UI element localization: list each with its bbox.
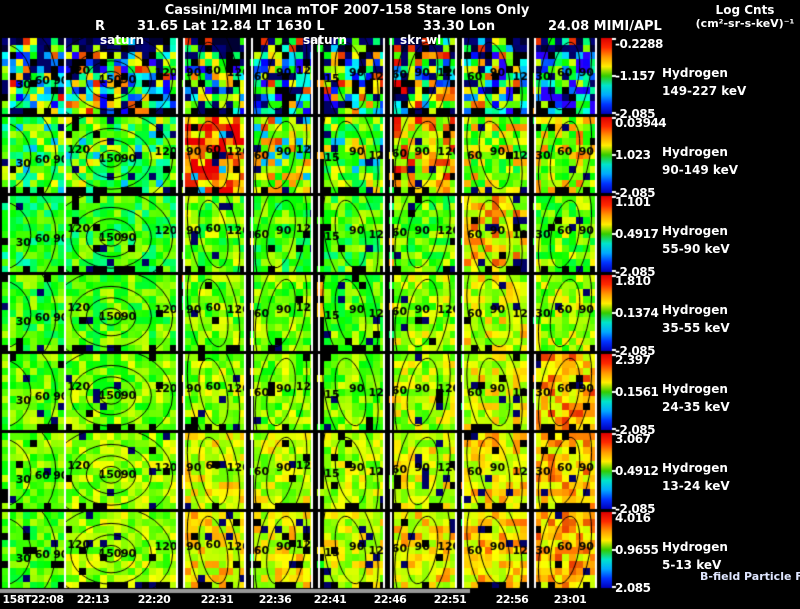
panel-species-label: Hydrogen <box>662 382 728 396</box>
panel-energy-label: 149-227 keV <box>662 84 747 98</box>
colorbar-tick-min: -2.085 <box>615 423 655 437</box>
colorbar-tick-min: -2.085 <box>615 344 655 358</box>
event-annotation: saturn <box>303 33 347 47</box>
colorbar-tick-min: -2.085 <box>615 265 655 279</box>
panel-species-label: Hydrogen <box>662 66 728 80</box>
event-annotation: saturn <box>100 33 144 47</box>
time-axis-label: 22:41 <box>313 593 347 606</box>
instrument-readout: 24.08 MIMI/APL <box>548 19 662 34</box>
colorbar-tick-min: 2.085 <box>615 581 651 595</box>
colorbar-tick-min: -2.085 <box>615 107 655 121</box>
page-title: Cassini/MIMI Inca mTOF 2007-158 Stare Io… <box>164 3 530 18</box>
panel-species-label: Hydrogen <box>662 145 728 159</box>
time-axis-label: 22:56 <box>495 593 529 606</box>
panel-energy-label: 24-35 keV <box>662 400 730 414</box>
panel-species-label: Hydrogen <box>662 224 728 238</box>
panel-energy-label: 5-13 keV <box>662 558 722 572</box>
panel-species-label: Hydrogen <box>662 303 728 317</box>
colorbar-tick-mid: 0.4917 <box>615 227 659 241</box>
bfield-flow-label: B-field Particle Flow <box>700 570 800 583</box>
colorbar-tick-mid: -1.157 <box>615 69 655 83</box>
colorbar-tick-min: -2.085 <box>615 186 655 200</box>
panel-energy-label: 90-149 keV <box>662 163 738 177</box>
colorbar-tick-mid: 0.1374 <box>615 306 659 320</box>
colorbar-tick-max: 4.016 <box>615 511 651 525</box>
time-axis-label: 22:36 <box>258 593 292 606</box>
time-axis-label: 22:13 <box>76 593 110 606</box>
r-coordinate-label: R <box>95 19 106 34</box>
colorbar-tick-max: -0.2288 <box>615 37 663 51</box>
time-axis-label: 22:51 <box>433 593 467 606</box>
time-axis-label: 158T22:08 <box>2 593 64 606</box>
time-axis-label: 22:20 <box>137 593 171 606</box>
colorbar-units: (cm²-sr-s-keV)⁻¹ <box>695 17 795 30</box>
colorbar-tick-max: 3.067 <box>615 432 651 446</box>
colorbar-tick-mid: 0.1561 <box>615 385 659 399</box>
panel-energy-label: 13-24 keV <box>662 479 730 493</box>
event-annotation: skr-wl <box>400 33 442 47</box>
lat-lt-l-readout: 31.65 Lat 12.84 LT 1630 L <box>137 19 325 34</box>
time-axis-label: 23:01 <box>553 593 587 606</box>
colorbar-tick-mid: 0.4912 <box>615 464 659 478</box>
colorbar-tick-max: 1.810 <box>615 274 651 288</box>
colorbar-tick-max: 1.101 <box>615 195 651 209</box>
colorbar-tick-mid: 1.023 <box>615 148 651 162</box>
panel-energy-label: 35-55 keV <box>662 321 730 335</box>
lon-readout: 33.30 Lon <box>423 19 496 34</box>
colorbar-tick-max: 0.03944 <box>615 116 667 130</box>
panel-species-label: Hydrogen <box>662 540 728 554</box>
colorbar-tick-max: 2.397 <box>615 353 651 367</box>
colorbar-tick-min: -2.085 <box>615 502 655 516</box>
panel-energy-label: 55-90 keV <box>662 242 730 256</box>
colorbar-tick-mid: 0.9655 <box>615 543 659 557</box>
panel-species-label: Hydrogen <box>662 461 728 475</box>
colorbar-title: Log Cnts <box>715 3 775 17</box>
time-axis-label: 22:46 <box>373 593 407 606</box>
time-axis-label: 22:31 <box>200 593 234 606</box>
